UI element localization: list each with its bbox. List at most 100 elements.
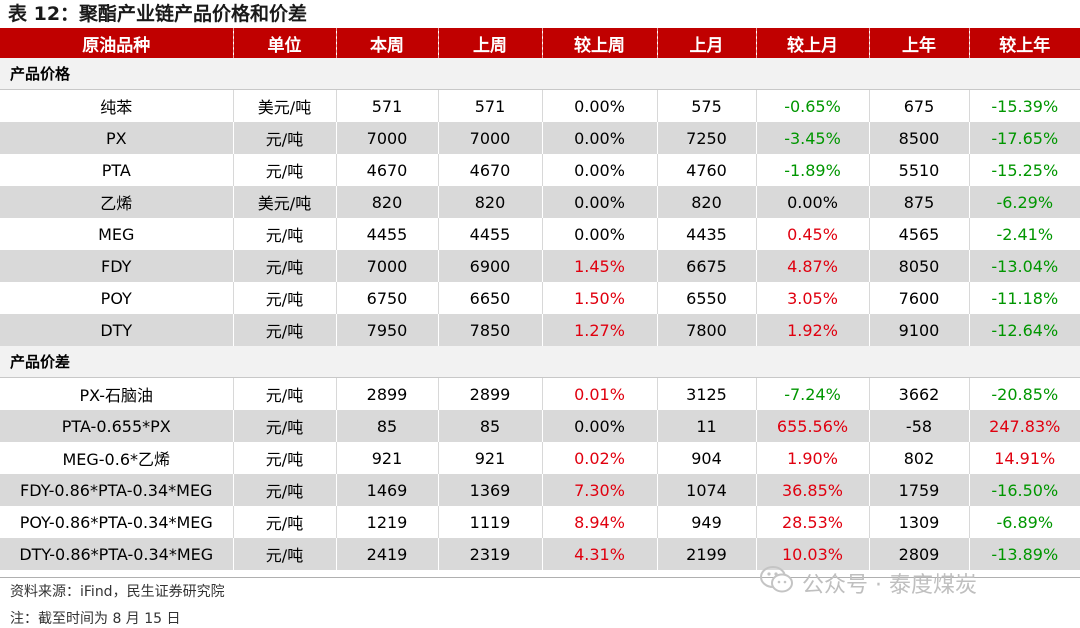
cell-last-month: 6550 (656, 282, 756, 314)
cell-last-year: 8050 (868, 250, 969, 282)
cell-last-month: 4435 (656, 218, 756, 250)
cell-wow: 4.31% (541, 538, 657, 570)
cell-last-year: 1759 (868, 474, 969, 506)
cell-mom: 28.53% (755, 506, 869, 538)
cell-name: POY (0, 282, 233, 314)
table-row: FDY 元/吨 7000 6900 1.45% 6675 4.87% 8050 -13.04% (0, 250, 1080, 282)
cell-this-week: 820 (335, 186, 438, 218)
cell-name: DTY-0.86*PTA-0.34*MEG (0, 538, 233, 570)
cell-mom: 0.00% (755, 186, 869, 218)
cell-mom: 1.90% (755, 442, 869, 474)
cell-yoy: 247.83% (968, 410, 1080, 442)
header-cell: 原油品种 (0, 28, 233, 58)
table-row: POY-0.86*PTA-0.34*MEG 元/吨 1219 1119 8.94% 949… (0, 506, 1080, 538)
cell-last-month: 7800 (656, 314, 756, 346)
cell-wow: 0.00% (541, 122, 657, 154)
cell-last-year: 802 (868, 442, 969, 474)
footer-divider (0, 577, 1080, 578)
cell-last-week: 921 (437, 442, 542, 474)
cell-wow: 1.50% (541, 282, 657, 314)
cell-name: PTA (0, 154, 233, 186)
cell-yoy: -16.50% (968, 474, 1080, 506)
cell-unit: 元/吨 (232, 442, 336, 474)
cell-last-month: 1074 (656, 474, 756, 506)
cell-last-year: 5510 (868, 154, 969, 186)
cell-this-week: 2419 (335, 538, 438, 570)
cell-this-week: 7000 (335, 250, 438, 282)
cell-last-month: 820 (656, 186, 756, 218)
cell-unit: 元/吨 (232, 538, 336, 570)
header-cell: 上月 (656, 28, 756, 58)
cell-yoy: -6.89% (968, 506, 1080, 538)
cell-last-month: 3125 (656, 377, 756, 410)
cell-name: MEG-0.6*乙烯 (0, 442, 233, 474)
cell-name: PX (0, 122, 233, 154)
cell-last-week: 2899 (437, 377, 542, 410)
cell-unit: 元/吨 (232, 410, 336, 442)
cell-mom: -0.65% (755, 89, 869, 122)
cell-yoy: -2.41% (968, 218, 1080, 250)
cell-last-week: 6650 (437, 282, 542, 314)
cell-yoy: -13.04% (968, 250, 1080, 282)
cell-this-week: 1219 (335, 506, 438, 538)
cell-last-year: 1309 (868, 506, 969, 538)
cell-unit: 元/吨 (232, 377, 336, 410)
cell-name: PTA-0.655*PX (0, 410, 233, 442)
header-cell: 单位 (232, 28, 336, 58)
cell-wow: 8.94% (541, 506, 657, 538)
header-cell: 较上年 (968, 28, 1080, 58)
cell-yoy: -13.89% (968, 538, 1080, 570)
cell-wow: 0.00% (541, 218, 657, 250)
cell-name: DTY (0, 314, 233, 346)
cell-last-month: 949 (656, 506, 756, 538)
cell-unit: 元/吨 (232, 250, 336, 282)
cell-last-month: 904 (656, 442, 756, 474)
cell-last-year: -58 (868, 410, 969, 442)
cell-last-week: 7850 (437, 314, 542, 346)
cell-mom: 36.85% (755, 474, 869, 506)
source-note: 资料来源：iFind，民生证券研究院 (10, 584, 225, 600)
cell-mom: -1.89% (755, 154, 869, 186)
section-label: 产品价格 (0, 58, 1080, 90)
cell-wow: 1.45% (541, 250, 657, 282)
cell-last-month: 11 (656, 410, 756, 442)
cell-last-week: 820 (437, 186, 542, 218)
cell-last-week: 2319 (437, 538, 542, 570)
cell-mom: 655.56% (755, 410, 869, 442)
table-body: 产品价格 纯苯 美元/吨 571 571 0.00% 575 -0.65% 675 -15.39%… (0, 58, 1080, 570)
cell-this-week: 7950 (335, 314, 438, 346)
section-header-row: 产品价差 (0, 346, 1080, 378)
cell-mom: 0.45% (755, 218, 869, 250)
cell-last-week: 1369 (437, 474, 542, 506)
cell-last-month: 6675 (656, 250, 756, 282)
cell-name: 乙烯 (0, 186, 233, 218)
cell-mom: -3.45% (755, 122, 869, 154)
table-row: DTY-0.86*PTA-0.34*MEG 元/吨 2419 2319 4.31% 219… (0, 538, 1080, 570)
cell-mom: 1.92% (755, 314, 869, 346)
cell-yoy: -15.25% (968, 154, 1080, 186)
cell-unit: 元/吨 (232, 506, 336, 538)
cell-name: POY-0.86*PTA-0.34*MEG (0, 506, 233, 538)
cell-yoy: -20.85% (968, 377, 1080, 410)
cell-wow: 1.27% (541, 314, 657, 346)
header-cell: 上周 (437, 28, 542, 58)
cell-last-week: 85 (437, 410, 542, 442)
cell-wow: 7.30% (541, 474, 657, 506)
table-row: PX 元/吨 7000 7000 0.00% 7250 -3.45% 8500 -17.65% (0, 122, 1080, 154)
cell-yoy: -12.64% (968, 314, 1080, 346)
cell-last-month: 4760 (656, 154, 756, 186)
cell-this-week: 2899 (335, 377, 438, 410)
cell-mom: 3.05% (755, 282, 869, 314)
table-row: PTA-0.655*PX 元/吨 85 85 0.00% 11 655.56% -58 247.… (0, 410, 1080, 442)
table-row: MEG 元/吨 4455 4455 0.00% 4435 0.45% 4565 -2.41% (0, 218, 1080, 250)
cell-yoy: -17.65% (968, 122, 1080, 154)
cell-last-week: 4455 (437, 218, 542, 250)
table-row: 纯苯 美元/吨 571 571 0.00% 575 -0.65% 675 -15.39% (0, 89, 1080, 122)
cell-mom: 4.87% (755, 250, 869, 282)
section-header-row: 产品价格 (0, 58, 1080, 90)
header-cell: 本周 (335, 28, 438, 58)
cell-unit: 元/吨 (232, 282, 336, 314)
cell-last-year: 875 (868, 186, 969, 218)
table-row: DTY 元/吨 7950 7850 1.27% 7800 1.92% 9100 -12.64% (0, 314, 1080, 346)
cell-wow: 0.01% (541, 377, 657, 410)
